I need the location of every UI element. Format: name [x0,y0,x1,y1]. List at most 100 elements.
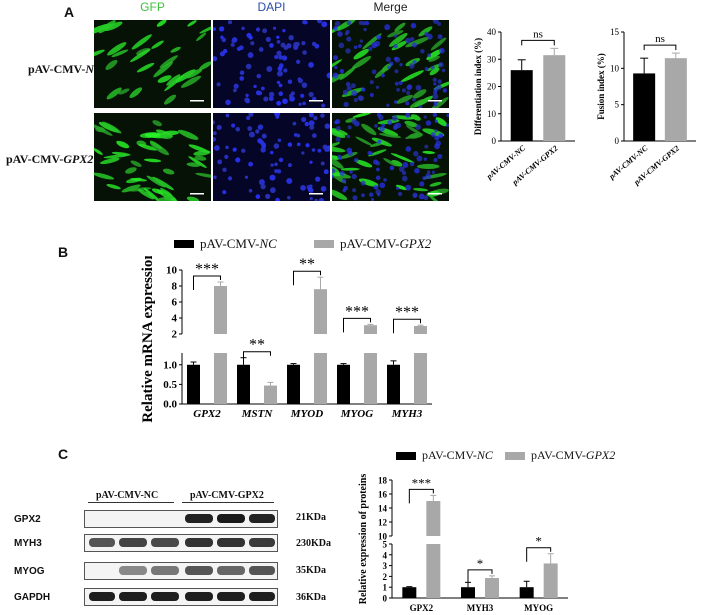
myotube [394,22,406,32]
nucleus [222,190,227,195]
row-label-gpx2: pAV-CMV-GPX2 [6,152,94,166]
bar [337,364,350,404]
nucleus [399,62,403,67]
myotube [400,70,424,83]
y-tick-label: 18 [378,476,388,486]
nucleus [326,72,330,79]
bar [364,353,377,404]
nucleus [405,146,412,152]
panel-letter-c: C [58,446,69,462]
significance-bracket [521,39,555,46]
myotube [351,56,372,69]
nucleus [307,187,313,192]
band [89,538,115,547]
bar [510,70,533,141]
western-kda-myog: 35KDa [296,565,326,576]
nucleus [357,44,362,48]
merge-image-gpx2 [332,113,449,201]
nucleus [233,83,239,89]
nucleus [374,124,378,128]
bar [543,563,558,598]
nucleus [423,157,427,161]
y-tick-label: 8 [172,281,178,293]
myotube [405,125,423,136]
bar [426,501,441,536]
x-tick-label: GPX2 [193,408,221,420]
nucleus [346,20,352,26]
x-tick-label: MSTN [241,408,274,420]
y-tick-label: 1.0 [163,359,177,371]
nucleus [297,78,303,84]
y-tick-label: 4 [383,550,388,560]
nucleus [272,26,277,30]
nucleus [376,34,382,40]
nucleus [320,161,325,166]
myotube [136,62,155,73]
western-group-line-nc [88,502,174,503]
nucleus [261,133,267,139]
y-tick-label: 10 [166,265,178,277]
nucleus [371,69,377,75]
myotube [427,193,445,201]
myotube [106,184,121,190]
myotube [412,89,427,99]
nucleus [277,66,283,72]
nucleus [288,35,294,41]
nucleus [346,85,352,91]
nucleus [434,143,440,150]
nucleus [276,80,281,85]
bar [402,587,417,598]
nucleus [213,56,218,62]
nucleus [414,167,420,174]
nucleus [397,191,403,197]
myotube [186,196,200,201]
nucleus [246,115,251,121]
myotube [177,129,199,140]
nucleus [426,33,433,40]
western-kda-gpx2: 21KDa [296,512,326,523]
mrna-expression-chart: 0.0 0.5 1.0 2 4 6 8 10 Relative mRNA expression *… [140,256,432,423]
nucleus [255,129,260,134]
nucleus [266,66,273,72]
band [119,538,147,547]
nucleus [410,36,415,41]
myotube [336,20,356,31]
band [217,514,245,523]
nucleus [406,90,411,96]
myotube [130,178,147,182]
myotube [340,167,360,171]
y-tick-label: 1 [383,583,388,593]
nucleus [216,124,222,131]
nucleus [412,192,418,198]
nucleus [308,113,314,118]
legend-item-nc-c: pAV-CMV- NC [396,448,493,463]
nucleus [300,185,306,191]
nucleus [424,144,429,149]
myotube [371,137,392,147]
y-tick-label: 0.5 [163,379,177,391]
myotube [332,172,346,177]
nucleus [360,87,366,92]
myotube [94,147,103,155]
nucleus [278,91,284,97]
nucleus [214,145,220,151]
y-tick-label: 0 [383,594,388,604]
myotube [185,68,203,79]
band [151,592,179,601]
nucleus [231,39,235,43]
nucleus [422,176,427,181]
nucleus [410,22,417,29]
y-tick-label: 20 [487,82,497,92]
scale-bar [309,193,323,195]
nucleus [260,183,266,190]
nucleus [361,193,365,198]
myotube [332,142,340,148]
column-title-dapi: DAPI [257,0,286,14]
myotube [358,178,379,187]
nucleus [437,21,442,26]
band [217,592,245,601]
myotube [105,59,118,70]
nucleus [260,86,265,91]
row-label-nc: pAV-CMV-NC [28,62,102,76]
nucleus [213,27,217,31]
